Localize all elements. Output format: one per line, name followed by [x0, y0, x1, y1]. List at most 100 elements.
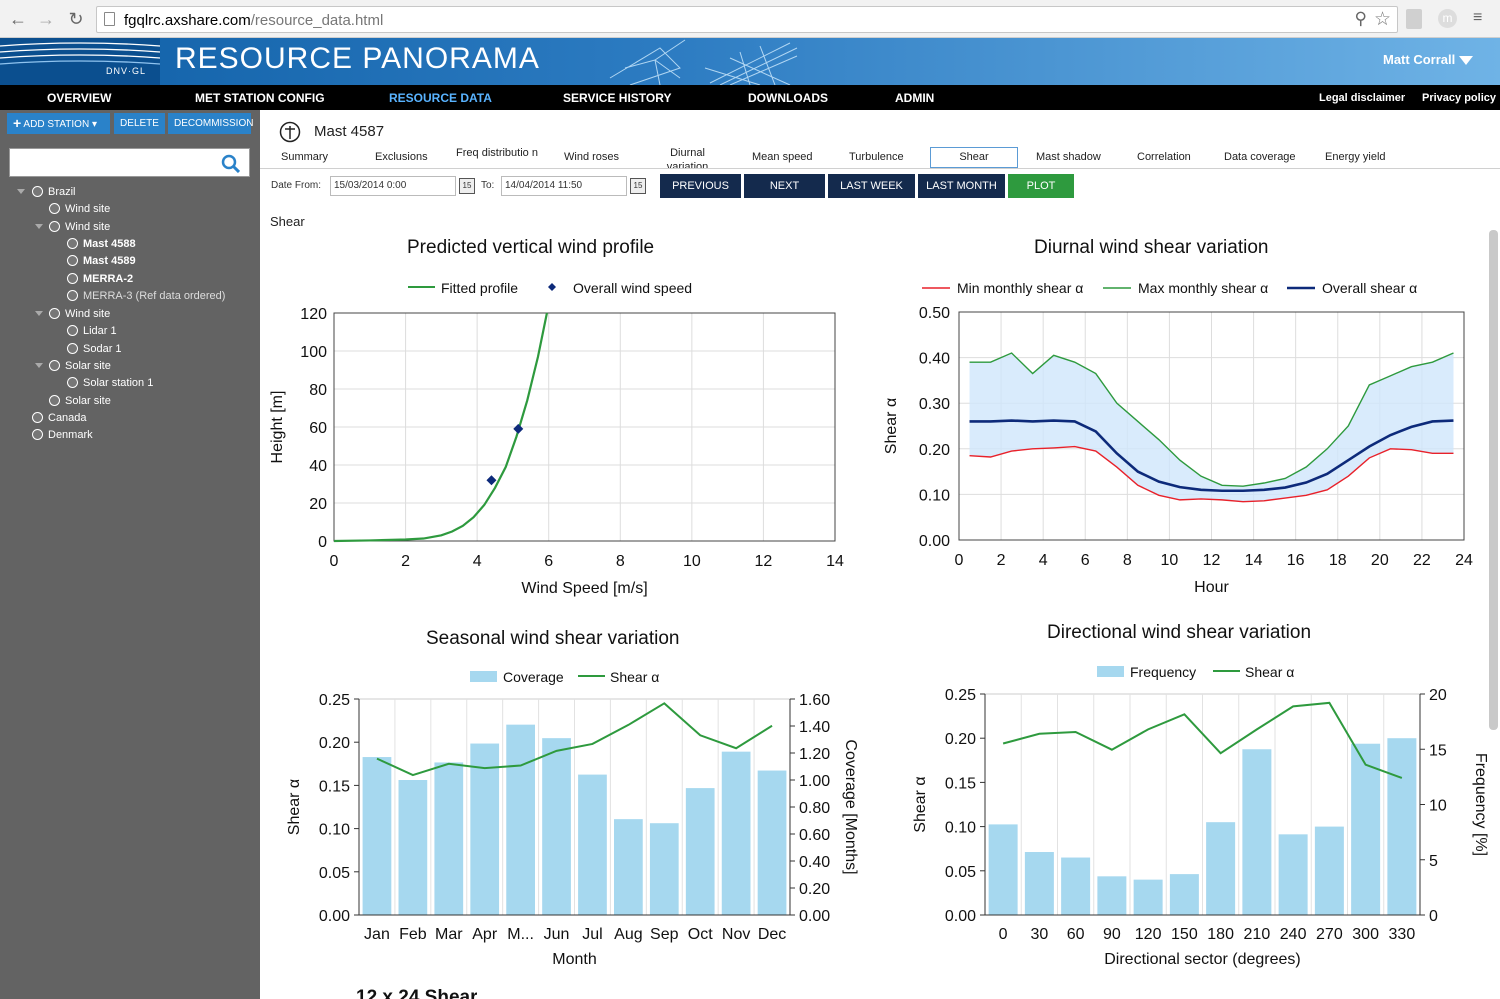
y-tick-label: 0.25 — [945, 687, 976, 704]
chevron-down-icon[interactable] — [1459, 56, 1473, 65]
expand-wind-site-icon[interactable] — [35, 224, 43, 229]
decommission-button[interactable]: DECOMMISSION — [168, 113, 253, 134]
nav-admin[interactable]: ADMIN — [895, 91, 935, 105]
tab-correlation[interactable]: Correlation — [1137, 151, 1191, 163]
tab-freq-distribution[interactable]: Freq distributio n — [456, 147, 538, 159]
tab-exclusions[interactable]: Exclusions — [375, 151, 428, 163]
bar — [1278, 834, 1308, 915]
extension-icon[interactable] — [1406, 9, 1422, 29]
tree-item-solar-site-1[interactable]: Solar site — [49, 359, 111, 373]
tree-item-merra-2[interactable]: MERRA-2 — [67, 272, 133, 286]
expand-solar-site-icon[interactable] — [35, 363, 43, 368]
tree-item-sodar-1[interactable]: Sodar 1 — [67, 342, 122, 356]
privacy-policy-link[interactable]: Privacy policy — [1422, 92, 1496, 104]
station-sidebar: + ADD STATION ▾ DELETE DECOMMISSION Braz… — [0, 110, 260, 999]
x-tick-label: 300 — [1352, 926, 1379, 943]
back-icon[interactable]: ← — [9, 9, 27, 29]
user-menu[interactable]: Matt Corrall — [1383, 52, 1456, 67]
y-tick-label: 0.25 — [319, 692, 350, 709]
legal-disclaimer-link[interactable]: Legal disclaimer — [1319, 92, 1406, 104]
nav-service-history[interactable]: SERVICE HISTORY — [563, 91, 672, 105]
merra-icon — [67, 290, 78, 301]
y-tick-label: 0.10 — [919, 487, 950, 504]
legend-label: Shear α — [610, 669, 659, 685]
tab-shear[interactable]: Shear — [930, 147, 1018, 168]
tab-data-coverage[interactable]: Data coverage — [1224, 151, 1296, 163]
delete-button[interactable]: DELETE — [114, 113, 165, 134]
date-from-field[interactable]: 15/03/2014 0:00 — [330, 176, 456, 196]
bar — [1097, 876, 1127, 915]
x-tick-label: 12 — [755, 553, 773, 570]
profile-icon[interactable]: m — [1438, 9, 1457, 28]
last-week-button[interactable]: LAST WEEK — [828, 174, 915, 198]
tab-diurnal-variation[interactable]: Diurnal variation — [666, 147, 709, 168]
date-to-field[interactable]: 14/04/2014 11:50 — [501, 176, 627, 196]
y2-tick-label: 10 — [1429, 798, 1447, 815]
zoom-icon[interactable]: ⚲ — [1354, 9, 1367, 28]
diurnal-shear-chart: 0 2 4 6 8 10 12 14 16 18 20 22 240.000.100.200.300.4… — [883, 280, 1473, 596]
forward-icon[interactable]: → — [37, 9, 55, 29]
bar — [1024, 852, 1054, 915]
tab-mean-speed[interactable]: Mean speed — [752, 151, 813, 163]
nav-met-station-config[interactable]: MET STATION CONFIG — [195, 91, 325, 105]
y-tick-label: 0.20 — [919, 442, 950, 459]
y-tick-label: 0.20 — [319, 735, 350, 752]
bookmark-star-icon[interactable]: ☆ — [1373, 9, 1391, 30]
shear-line — [376, 702, 773, 777]
y-tick-label: 0.10 — [319, 822, 350, 839]
tab-turbulence[interactable]: Turbulence — [849, 151, 904, 163]
tree-item-lidar-1[interactable]: Lidar 1 — [67, 324, 117, 338]
y-tick-label: 0.15 — [945, 775, 976, 792]
tab-summary[interactable]: Summary — [281, 151, 329, 163]
next-button[interactable]: NEXT — [744, 174, 825, 198]
tree-item-mast-4589[interactable]: Mast 4589 — [67, 254, 136, 268]
tree-item-denmark[interactable]: Denmark — [32, 428, 93, 442]
bar — [506, 724, 535, 915]
calendar-icon[interactable]: 15 — [630, 178, 646, 194]
x-tick-label: 180 — [1207, 926, 1234, 943]
tree-item-solar-site-2[interactable]: Solar site — [49, 394, 111, 408]
browser-toolbar: ← → ↻ fgqlrc.axshare.com/resource_data.h… — [0, 0, 1500, 38]
search-icon[interactable] — [221, 154, 240, 173]
nav-downloads[interactable]: DOWNLOADS — [748, 91, 828, 105]
tree-item-brazil[interactable]: Brazil — [32, 185, 76, 199]
tree-item-merra-3[interactable]: MERRA-3 (Ref data ordered) — [67, 289, 225, 303]
tree-item-wind-site-1[interactable]: Wind site — [49, 202, 110, 216]
y-tick-label: 0 — [318, 534, 327, 551]
tree-item-solar-station-1[interactable]: Solar station 1 — [67, 376, 153, 390]
expand-wind-site-3-icon[interactable] — [35, 311, 43, 316]
expand-brazil-icon[interactable] — [17, 189, 25, 194]
sodar-icon — [67, 343, 78, 354]
plot-frame — [958, 311, 1465, 541]
merra-icon — [67, 273, 78, 284]
tab-energy-yield[interactable]: Energy yield — [1325, 151, 1386, 163]
reload-icon[interactable]: ↻ — [68, 9, 84, 29]
address-bar[interactable]: fgqlrc.axshare.com/resource_data.html ⚲ … — [96, 6, 1398, 33]
tab-wind-roses[interactable]: Wind roses — [564, 151, 620, 163]
x-tick-label: Apr — [472, 926, 498, 943]
plot-button[interactable]: PLOT — [1008, 174, 1074, 198]
y-tick-label: 120 — [300, 306, 327, 323]
nav-overview[interactable]: OVERVIEW — [47, 91, 112, 105]
previous-button[interactable]: PREVIOUS — [660, 174, 741, 198]
solar-site-icon — [49, 360, 60, 371]
calendar-icon[interactable]: 15 — [459, 178, 475, 194]
x-tick-label: 8 — [1123, 552, 1132, 569]
content-scrollbar[interactable] — [1489, 230, 1498, 730]
add-station-button[interactable]: + ADD STATION ▾ — [7, 113, 110, 134]
tree-item-mast-4588[interactable]: Mast 4588 — [67, 237, 136, 251]
app-banner: DNV·GL RESOURCE PANORAMA Matt Corrall — [0, 38, 1500, 85]
tree-item-wind-site-3[interactable]: Wind site — [49, 307, 110, 321]
nav-resource-data[interactable]: RESOURCE DATA — [389, 91, 492, 105]
tree-item-canada[interactable]: Canada — [32, 411, 87, 425]
main-nav: OVERVIEW MET STATION CONFIG RESOURCE DAT… — [0, 85, 1500, 110]
tree-item-wind-site-2[interactable]: Wind site — [49, 220, 110, 234]
menu-icon[interactable]: ≡ — [1473, 9, 1483, 26]
globe-icon — [32, 186, 43, 197]
tab-mast-shadow[interactable]: Mast shadow — [1036, 151, 1101, 163]
y2-tick-label: 0.40 — [799, 854, 830, 871]
legend-label: Overall wind speed — [573, 280, 692, 296]
last-month-button[interactable]: LAST MONTH — [918, 174, 1005, 198]
station-search-input[interactable] — [12, 151, 212, 174]
bar — [721, 751, 751, 915]
